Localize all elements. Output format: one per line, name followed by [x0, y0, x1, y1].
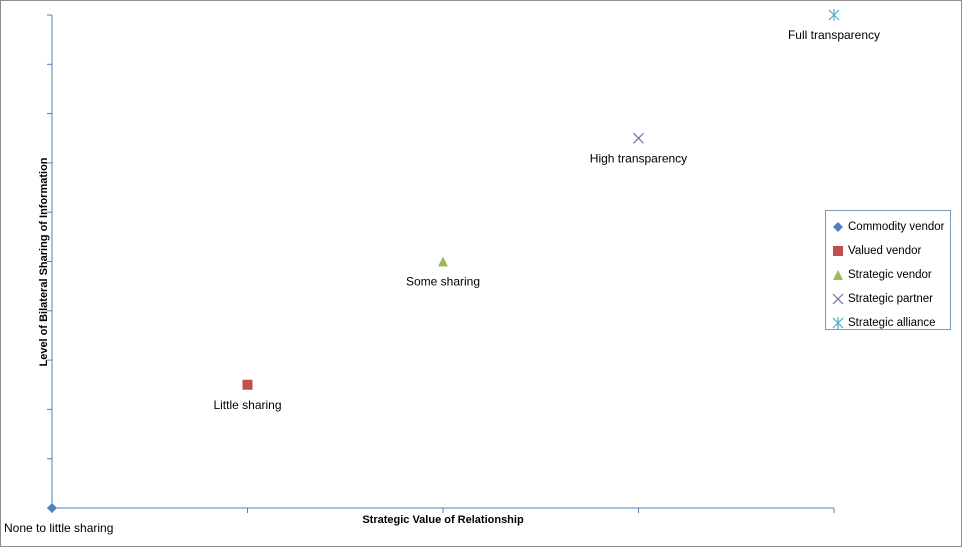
axes: [47, 14, 835, 513]
legend-label: Strategic vendor: [848, 269, 932, 281]
data-label: High transparency: [590, 151, 687, 165]
legend-item: Commodity vendor: [832, 215, 950, 239]
data-point-commodity-vendor: [47, 503, 57, 513]
data-label: Some sharing: [406, 275, 480, 289]
square-marker-icon: [833, 246, 843, 256]
diamond-marker-icon: [833, 222, 843, 232]
legend-label: Strategic alliance: [848, 317, 936, 329]
data-label: None to little sharing: [4, 521, 113, 535]
data-point-strategic-partner: [633, 132, 644, 144]
x-marker-icon: [832, 293, 844, 305]
legend-label: Valued vendor: [848, 245, 922, 257]
legend: Commodity vendor Valued vendor Strategic v…: [825, 210, 951, 330]
legend-item: Strategic partner: [832, 287, 950, 311]
legend-label: Strategic partner: [848, 293, 934, 305]
data-point-strategic-alliance: [828, 9, 840, 21]
legend-item: Strategic alliance: [832, 311, 950, 335]
data-point-strategic-vendor: [438, 256, 448, 267]
star-marker-icon: [832, 317, 844, 329]
legend-item: Strategic vendor: [832, 263, 950, 287]
triangle-marker-icon: [833, 270, 843, 280]
data-label: Full transparency: [788, 28, 880, 42]
y-axis-title: Level of Bilateral Sharing of Informatio…: [38, 157, 50, 366]
data-label: Little sharing: [213, 398, 281, 412]
data-point-valued-vendor: [242, 379, 253, 390]
data-marks: [47, 9, 840, 513]
legend-label: Commodity vendor: [848, 221, 945, 233]
x-axis-title: Strategic Value of Relationship: [362, 514, 524, 526]
data-labels: None to little sharing Little sharing Some…: [4, 28, 880, 535]
legend-item: Valued vendor: [832, 239, 950, 263]
